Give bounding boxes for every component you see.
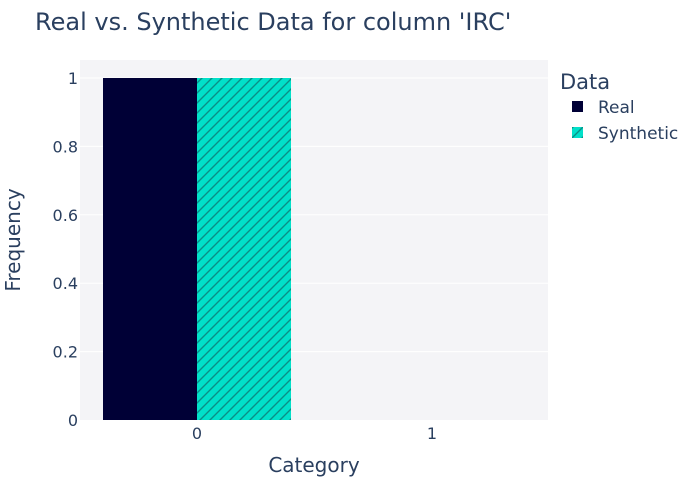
legend-label-synthetic: Synthetic xyxy=(598,124,678,144)
y-tick-label: 0.6 xyxy=(53,206,78,225)
legend-item-synthetic[interactable]: Synthetic xyxy=(572,124,678,144)
legend-swatch-real xyxy=(572,101,583,112)
x-tick-label: 0 xyxy=(192,424,202,443)
chart-title: Real vs. Synthetic Data for column 'IRC' xyxy=(35,8,511,36)
bars xyxy=(103,78,291,420)
y-axis-title: Frequency xyxy=(1,188,25,291)
legend-label-real: Real xyxy=(598,98,635,118)
y-tick-label: 0 xyxy=(68,411,78,430)
y-tick-label: 0.2 xyxy=(53,343,78,362)
legend-swatch-synthetic xyxy=(572,127,583,138)
y-tick-label: 0.8 xyxy=(53,137,78,156)
y-axis-ticks: 0 0.2 0.4 0.6 0.8 1 xyxy=(53,69,78,430)
x-axis-title: Category xyxy=(268,453,360,477)
bar-real-0[interactable] xyxy=(103,78,197,420)
legend: Data Real Synthetic xyxy=(560,70,678,144)
y-tick-label: 1 xyxy=(68,69,78,88)
y-tick-label: 0.4 xyxy=(53,274,78,293)
x-tick-label: 1 xyxy=(427,424,437,443)
legend-item-real[interactable]: Real xyxy=(572,98,635,118)
bar-synthetic-0[interactable] xyxy=(197,78,291,420)
legend-title: Data xyxy=(560,70,610,94)
